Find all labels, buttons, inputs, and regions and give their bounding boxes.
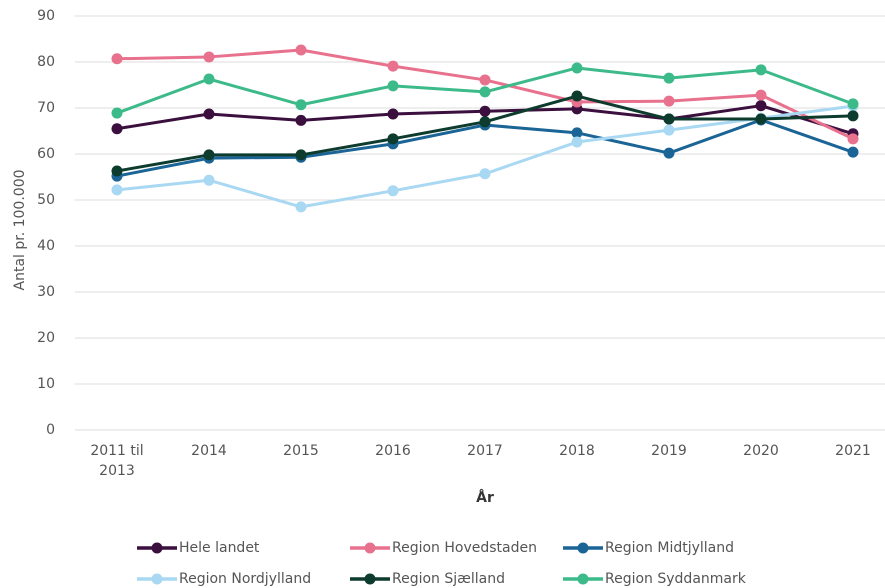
data-point: [295, 44, 307, 56]
y-tick-label: 0: [46, 422, 55, 438]
data-point: [203, 149, 215, 161]
data-point: [479, 74, 491, 86]
data-point: [663, 124, 675, 136]
x-tick-label: 2019: [651, 443, 687, 459]
legend-marker: [577, 573, 589, 585]
data-point: [203, 108, 215, 120]
data-point: [479, 86, 491, 98]
y-tick-label: 60: [37, 146, 55, 162]
legend-marker: [577, 542, 589, 554]
y-tick-label: 80: [37, 54, 55, 70]
data-point: [203, 51, 215, 63]
data-point: [571, 127, 583, 139]
data-point: [111, 165, 123, 177]
data-point: [663, 113, 675, 125]
data-point: [295, 99, 307, 111]
legend-label: Region Nordjylland: [179, 571, 311, 587]
legend-marker: [151, 542, 163, 554]
data-point: [203, 174, 215, 186]
data-point: [663, 95, 675, 107]
data-point: [387, 60, 399, 72]
x-axis-title: År: [476, 489, 494, 506]
data-point: [111, 123, 123, 135]
data-point: [847, 133, 859, 145]
data-point: [387, 108, 399, 120]
x-tick-label: 2011 til 2013: [90, 443, 144, 479]
x-tick-label: 2014: [191, 443, 227, 459]
y-tick-label: 40: [37, 238, 55, 254]
data-point: [755, 113, 767, 125]
x-tick-label: 2021: [835, 443, 871, 459]
data-point: [755, 64, 767, 76]
data-point: [295, 149, 307, 161]
data-point: [479, 116, 491, 128]
data-point: [111, 107, 123, 119]
legend-marker: [151, 573, 163, 585]
data-point: [571, 90, 583, 102]
data-point: [387, 185, 399, 197]
x-tick-label: 2016: [375, 443, 411, 459]
data-point: [479, 168, 491, 180]
data-point: [111, 184, 123, 196]
y-axis-title: Antal pr. 100.000: [12, 169, 28, 290]
x-tick-label: 2018: [559, 443, 595, 459]
y-tick-label: 10: [37, 376, 55, 392]
y-tick-label: 20: [37, 330, 55, 346]
legend-marker: [364, 542, 376, 554]
data-point: [571, 62, 583, 74]
legend-label: Region Midtjylland: [605, 540, 734, 556]
data-point: [295, 114, 307, 126]
x-tick-label: 2020: [743, 443, 779, 459]
legend-label: Region Syddanmark: [605, 571, 747, 587]
y-tick-label: 70: [37, 100, 55, 116]
data-point: [663, 147, 675, 159]
data-point: [203, 73, 215, 85]
data-point: [387, 133, 399, 145]
data-point: [111, 53, 123, 65]
data-point: [295, 201, 307, 213]
data-point: [663, 72, 675, 84]
data-point: [755, 100, 767, 112]
data-point: [479, 105, 491, 117]
x-tick-label: 2015: [283, 443, 319, 459]
data-point: [847, 146, 859, 158]
y-tick-label: 90: [37, 8, 55, 24]
x-tick-label: 2017: [467, 443, 503, 459]
legend-marker: [364, 573, 376, 585]
y-tick-label: 50: [37, 192, 55, 208]
data-point: [847, 98, 859, 110]
legend-label: Region Hovedstaden: [392, 540, 537, 556]
data-point: [755, 89, 767, 101]
y-tick-label: 30: [37, 284, 55, 300]
data-point: [387, 80, 399, 92]
legend-label: Hele landet: [179, 540, 260, 556]
data-point: [571, 136, 583, 148]
legend-label: Region Sjælland: [392, 571, 505, 587]
data-point: [847, 110, 859, 122]
